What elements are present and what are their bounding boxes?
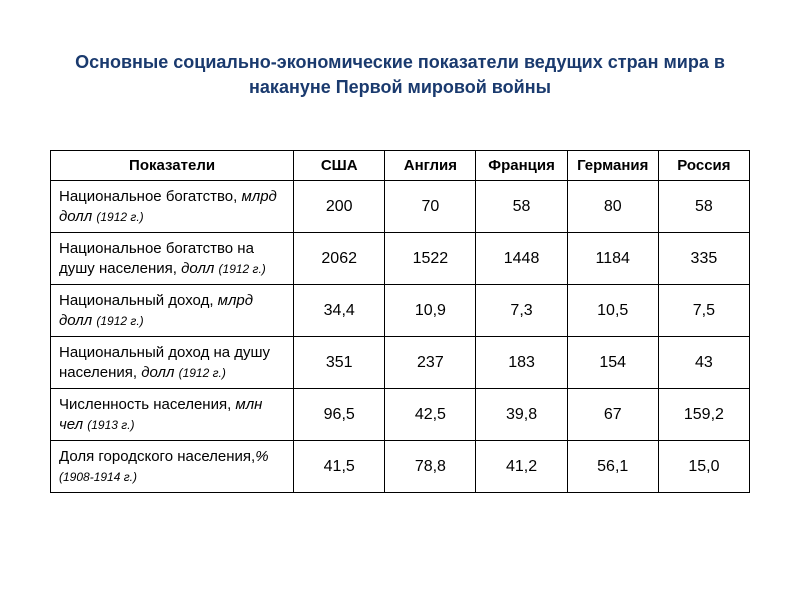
table-row: Национальное богатство, млрд долл (1912 … xyxy=(51,181,750,233)
data-table: Показатели США Англия Франция Германия Р… xyxy=(50,150,750,493)
header-usa: США xyxy=(294,151,385,181)
data-cell: 56,1 xyxy=(567,441,658,493)
table-header-row: Показатели США Англия Франция Германия Р… xyxy=(51,151,750,181)
data-cell: 10,9 xyxy=(385,285,476,337)
data-cell: 58 xyxy=(476,181,567,233)
label-main-text: Национальный доход, xyxy=(59,292,218,309)
table-row: Численность населения, млн чел (1913 г.)… xyxy=(51,389,750,441)
page-title: Основные социально-экономические показат… xyxy=(50,50,750,100)
label-year-text: (1913 г.) xyxy=(87,418,134,432)
data-cell: 1184 xyxy=(567,233,658,285)
table-row: Национальный доход на душу населения, до… xyxy=(51,337,750,389)
data-cell: 39,8 xyxy=(476,389,567,441)
data-cell: 70 xyxy=(385,181,476,233)
data-cell: 183 xyxy=(476,337,567,389)
data-cell: 58 xyxy=(658,181,749,233)
data-cell: 80 xyxy=(567,181,658,233)
data-cell: 15,0 xyxy=(658,441,749,493)
table-body: Национальное богатство, млрд долл (1912 … xyxy=(51,181,750,493)
data-cell: 67 xyxy=(567,389,658,441)
data-cell: 42,5 xyxy=(385,389,476,441)
data-cell: 41,5 xyxy=(294,441,385,493)
label-unit-text: % xyxy=(255,448,268,465)
label-unit-text: долл xyxy=(181,260,218,277)
header-germany: Германия xyxy=(567,151,658,181)
row-label: Национальное богатство на душу населения… xyxy=(51,233,294,285)
data-cell: 78,8 xyxy=(385,441,476,493)
table-row: Национальное богатство на душу населения… xyxy=(51,233,750,285)
data-cell: 154 xyxy=(567,337,658,389)
data-cell: 159,2 xyxy=(658,389,749,441)
row-label: Численность населения, млн чел (1913 г.) xyxy=(51,389,294,441)
label-year-text: (1908-1914 г.) xyxy=(59,470,137,484)
data-cell: 335 xyxy=(658,233,749,285)
label-main-text: Доля городского населения, xyxy=(59,448,255,465)
data-cell: 41,2 xyxy=(476,441,567,493)
table-row: Национальный доход, млрд долл (1912 г.)3… xyxy=(51,285,750,337)
row-label: Национальный доход, млрд долл (1912 г.) xyxy=(51,285,294,337)
label-year-text: (1912 г.) xyxy=(96,210,143,224)
data-cell: 237 xyxy=(385,337,476,389)
label-year-text: (1912 г.) xyxy=(219,262,266,276)
header-england: Англия xyxy=(385,151,476,181)
label-year-text: (1912 г.) xyxy=(96,314,143,328)
label-main-text: Национальное богатство, xyxy=(59,188,241,205)
label-year-text: (1912 г.) xyxy=(179,366,226,380)
data-cell: 351 xyxy=(294,337,385,389)
header-france: Франция xyxy=(476,151,567,181)
data-cell: 34,4 xyxy=(294,285,385,337)
data-cell: 96,5 xyxy=(294,389,385,441)
data-cell: 2062 xyxy=(294,233,385,285)
header-russia: Россия xyxy=(658,151,749,181)
data-cell: 43 xyxy=(658,337,749,389)
label-unit-text: долл xyxy=(141,364,178,381)
header-indicators: Показатели xyxy=(51,151,294,181)
data-cell: 7,5 xyxy=(658,285,749,337)
data-cell: 1522 xyxy=(385,233,476,285)
data-cell: 200 xyxy=(294,181,385,233)
table-row: Доля городского населения,% (1908-1914 г… xyxy=(51,441,750,493)
data-cell: 10,5 xyxy=(567,285,658,337)
data-cell: 1448 xyxy=(476,233,567,285)
label-main-text: Численность населения, xyxy=(59,396,235,413)
row-label: Доля городского населения,% (1908-1914 г… xyxy=(51,441,294,493)
row-label: Национальный доход на душу населения, до… xyxy=(51,337,294,389)
row-label: Национальное богатство, млрд долл (1912 … xyxy=(51,181,294,233)
data-cell: 7,3 xyxy=(476,285,567,337)
